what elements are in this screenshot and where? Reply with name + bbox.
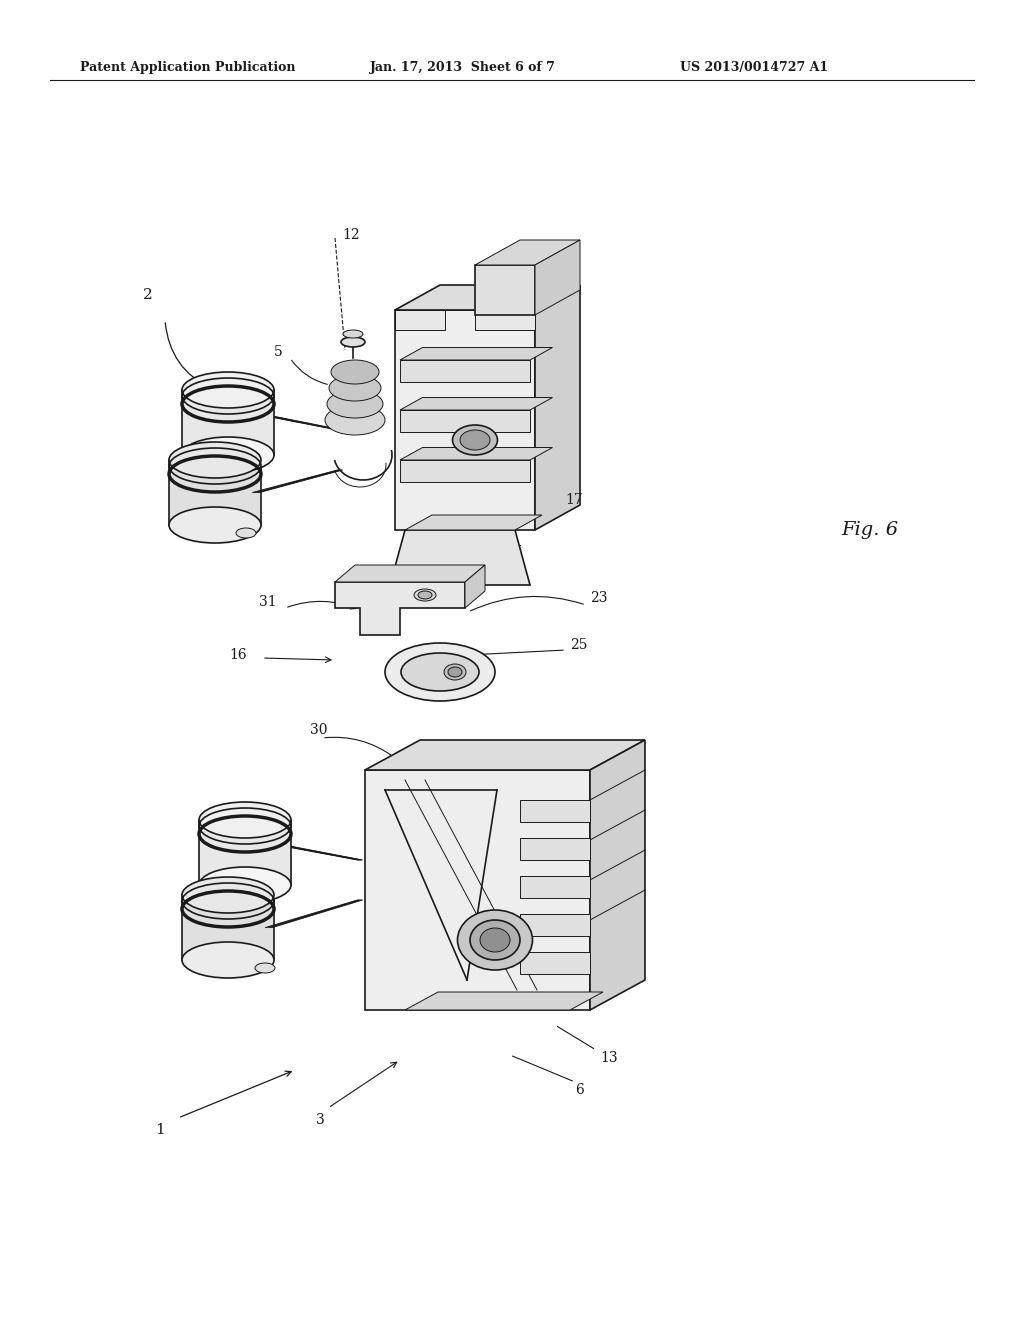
Text: 17: 17 — [565, 492, 583, 507]
Ellipse shape — [199, 803, 291, 838]
Polygon shape — [520, 838, 590, 861]
Polygon shape — [406, 515, 542, 531]
Polygon shape — [182, 895, 274, 960]
Polygon shape — [395, 310, 535, 531]
Polygon shape — [335, 565, 485, 582]
Polygon shape — [400, 347, 553, 360]
Text: 23: 23 — [590, 591, 607, 605]
Polygon shape — [520, 800, 590, 822]
Polygon shape — [406, 993, 603, 1010]
Text: 3: 3 — [315, 1113, 325, 1127]
Ellipse shape — [343, 330, 362, 338]
Ellipse shape — [329, 375, 381, 401]
Ellipse shape — [236, 528, 256, 539]
Polygon shape — [475, 240, 580, 265]
Polygon shape — [390, 531, 530, 585]
Text: 25: 25 — [570, 638, 588, 652]
Ellipse shape — [480, 928, 510, 952]
Polygon shape — [400, 411, 530, 432]
Ellipse shape — [460, 430, 490, 450]
Ellipse shape — [199, 867, 291, 903]
Ellipse shape — [255, 964, 275, 973]
Text: Jan. 17, 2013  Sheet 6 of 7: Jan. 17, 2013 Sheet 6 of 7 — [370, 62, 556, 74]
Ellipse shape — [169, 507, 261, 543]
Ellipse shape — [418, 591, 432, 599]
Ellipse shape — [458, 909, 532, 970]
Polygon shape — [169, 459, 261, 525]
Polygon shape — [400, 447, 553, 459]
Polygon shape — [535, 285, 580, 531]
Polygon shape — [535, 240, 580, 315]
Text: 2: 2 — [143, 288, 153, 302]
Ellipse shape — [444, 664, 466, 680]
Ellipse shape — [341, 337, 365, 347]
Text: 30: 30 — [310, 723, 328, 737]
Text: Patent Application Publication: Patent Application Publication — [80, 62, 296, 74]
Polygon shape — [465, 565, 485, 609]
Polygon shape — [400, 397, 553, 411]
Ellipse shape — [182, 876, 274, 913]
Polygon shape — [520, 952, 590, 974]
Polygon shape — [335, 582, 465, 635]
Ellipse shape — [453, 425, 498, 455]
Polygon shape — [395, 310, 535, 330]
Polygon shape — [520, 913, 590, 936]
Ellipse shape — [169, 442, 261, 478]
Polygon shape — [590, 741, 645, 1010]
Polygon shape — [400, 360, 530, 381]
Text: 5: 5 — [273, 345, 283, 359]
Ellipse shape — [182, 942, 274, 978]
Text: 16: 16 — [229, 648, 247, 663]
Text: Fig. 6: Fig. 6 — [842, 521, 899, 539]
Text: 31: 31 — [259, 595, 276, 609]
Polygon shape — [395, 285, 580, 310]
Ellipse shape — [401, 653, 479, 690]
Polygon shape — [400, 459, 530, 482]
Text: 6: 6 — [575, 1082, 585, 1097]
Text: US 2013/0014727 A1: US 2013/0014727 A1 — [680, 62, 828, 74]
Polygon shape — [199, 820, 291, 884]
Polygon shape — [520, 876, 590, 898]
Ellipse shape — [327, 389, 383, 418]
Text: 13: 13 — [600, 1051, 617, 1065]
Text: 1: 1 — [155, 1123, 165, 1137]
Ellipse shape — [331, 360, 379, 384]
Ellipse shape — [182, 372, 274, 408]
Polygon shape — [365, 770, 590, 1010]
Ellipse shape — [470, 920, 520, 960]
Text: 12: 12 — [342, 228, 359, 242]
Ellipse shape — [449, 667, 462, 677]
Polygon shape — [365, 741, 645, 770]
Ellipse shape — [325, 405, 385, 436]
Polygon shape — [182, 389, 274, 455]
Ellipse shape — [182, 437, 274, 473]
Ellipse shape — [385, 643, 495, 701]
Polygon shape — [475, 265, 535, 315]
Ellipse shape — [414, 589, 436, 601]
